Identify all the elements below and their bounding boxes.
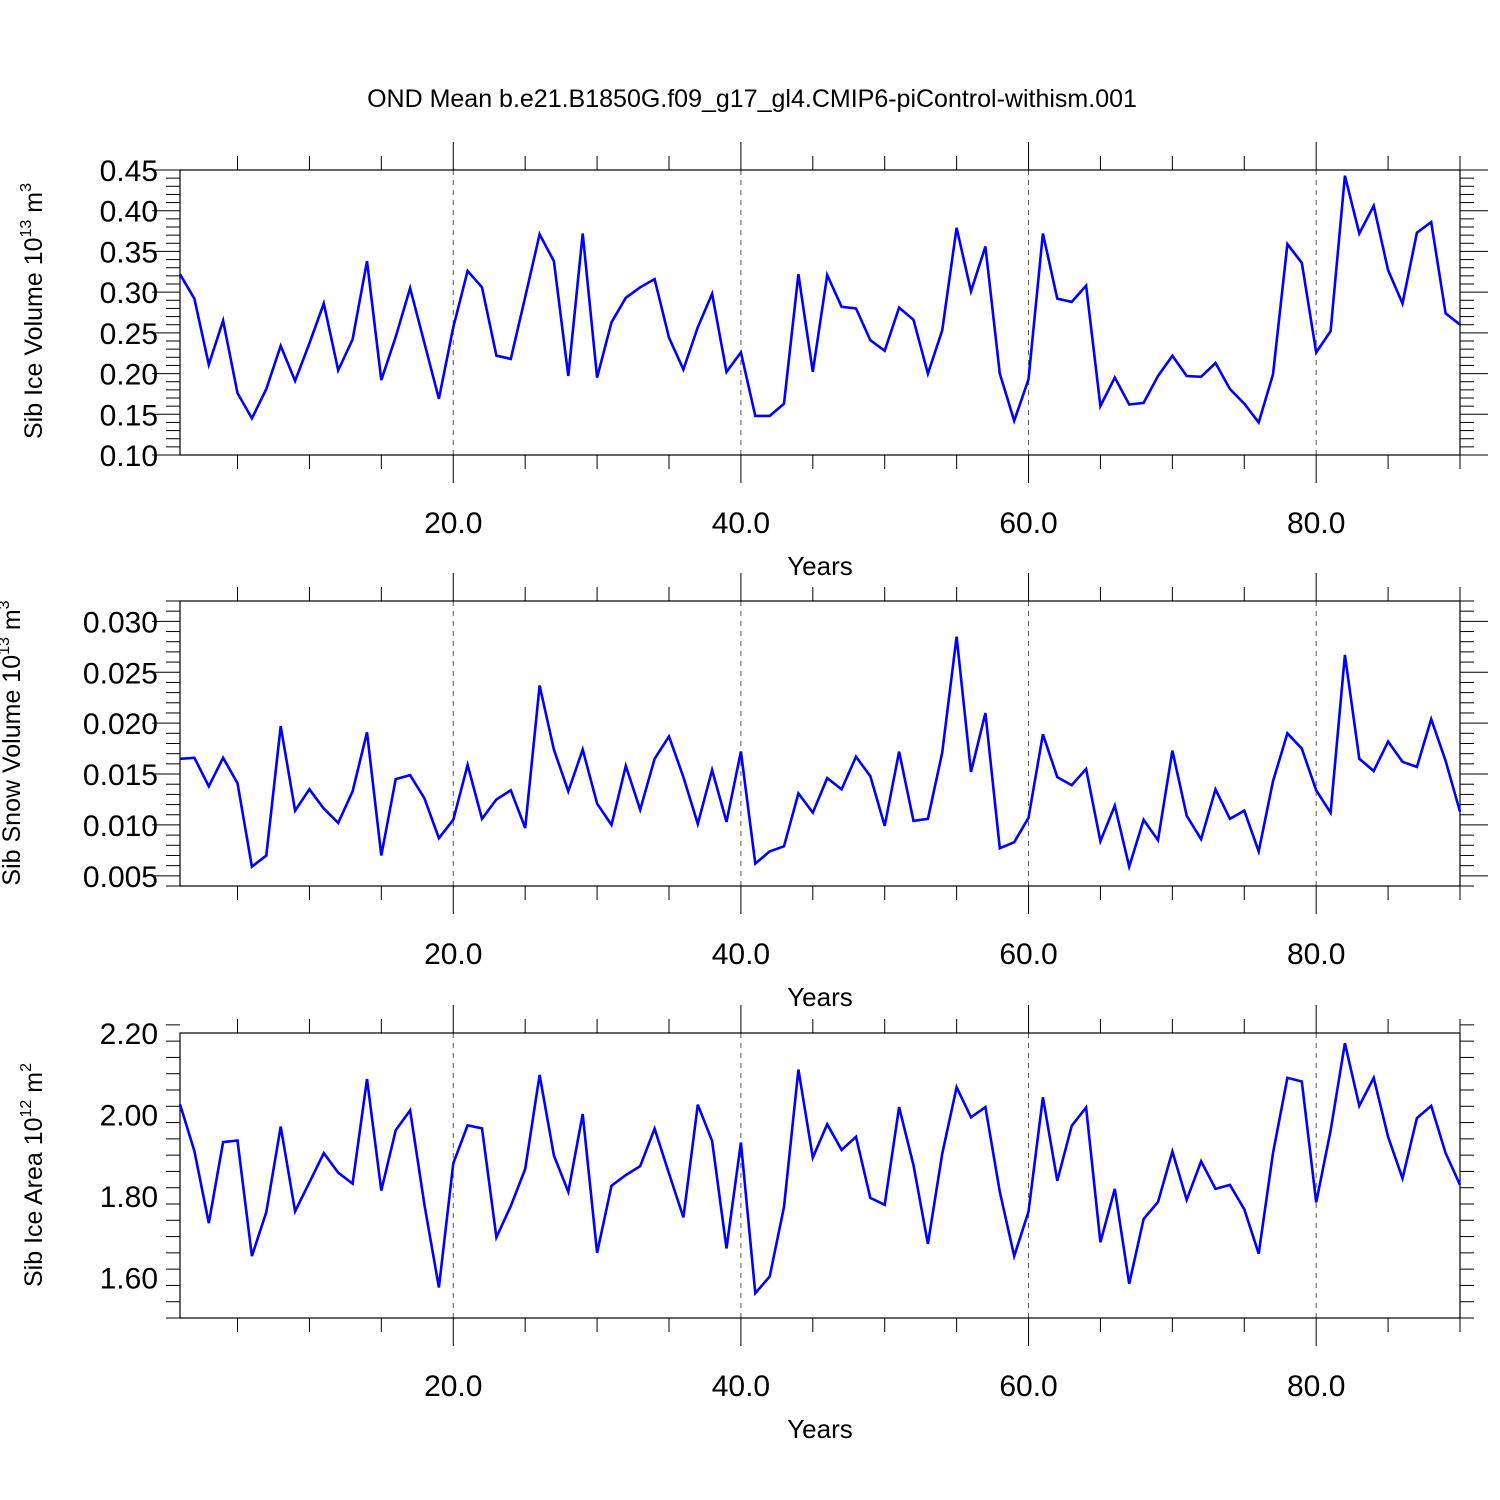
y-tick-label: 1.60 <box>100 1262 158 1295</box>
xlabel-ice-volume: Years <box>787 551 853 581</box>
x-tick-label: 60.0 <box>999 507 1057 540</box>
x-tick-label: 40.0 <box>712 1370 770 1403</box>
plot-frame <box>179 1032 1461 1319</box>
series-line <box>178 175 1461 426</box>
y-tick-label: 0.005 <box>83 861 158 894</box>
xlabel-snow-volume: Years <box>787 982 853 1012</box>
x-tick-label: 20.0 <box>424 507 482 540</box>
plot-frame <box>179 600 1461 887</box>
x-tick-label: 60.0 <box>999 938 1057 971</box>
y-tick-label: 0.10 <box>100 440 158 473</box>
x-tick-label: 40.0 <box>712 938 770 971</box>
chart-title: OND Mean b.e21.B1850G.f09_g17_gl4.CMIP6-… <box>367 85 1137 113</box>
x-tick-label: 80.0 <box>1287 1370 1345 1403</box>
ylabel-ice-volume: Sib Ice Volume 1013 m3 <box>18 183 48 439</box>
x-tick-label: 40.0 <box>712 507 770 540</box>
y-tick-label: 0.015 <box>83 759 158 792</box>
x-tick-label: 80.0 <box>1287 938 1345 971</box>
series-line <box>179 636 1462 872</box>
ylabel-snow-volume: Sib Snow Volume 1013 m3 <box>0 600 26 885</box>
y-tick-label: 0.20 <box>100 359 158 392</box>
panel-ice-volume: Sib Ice Volume 1013 m3 Years 0.10 0.15 0.2… <box>18 142 1488 581</box>
y-tick-label: 0.35 <box>100 236 158 269</box>
y-tick-label: 0.15 <box>100 399 158 432</box>
y-tick-label: 0.25 <box>100 318 158 351</box>
y-tick-label: 0.40 <box>100 196 158 229</box>
series-line <box>178 1042 1462 1297</box>
y-tick-label: 0.030 <box>83 606 158 639</box>
y-tick-label: 0.020 <box>83 708 158 741</box>
plot-frame <box>179 169 1461 456</box>
y-tick-label: 2.00 <box>100 1099 158 1132</box>
panel-ice-area: Sib Ice Area 1012 m2 Years 1.60 1.80 2.00 2… <box>18 1005 1474 1444</box>
x-tick-label: 20.0 <box>424 938 482 971</box>
y-tick-label: 0.30 <box>100 277 158 310</box>
ylabel-ice-area: Sib Ice Area 1012 m2 <box>18 1063 48 1287</box>
xlabel-ice-area: Years <box>787 1414 853 1444</box>
panel-snow-volume: Sib Snow Volume 1013 m3 Years 0.005 0.010… <box>0 573 1488 1012</box>
y-tick-label: 0.025 <box>83 657 158 690</box>
y-tick-label: 2.20 <box>100 1018 158 1051</box>
y-tick-label: 0.010 <box>83 810 158 843</box>
y-tick-label: 1.80 <box>100 1181 158 1214</box>
x-tick-label: 20.0 <box>424 1370 482 1403</box>
x-tick-label: 80.0 <box>1287 507 1345 540</box>
x-tick-label: 60.0 <box>999 1370 1057 1403</box>
y-tick-label: 0.45 <box>100 155 158 188</box>
